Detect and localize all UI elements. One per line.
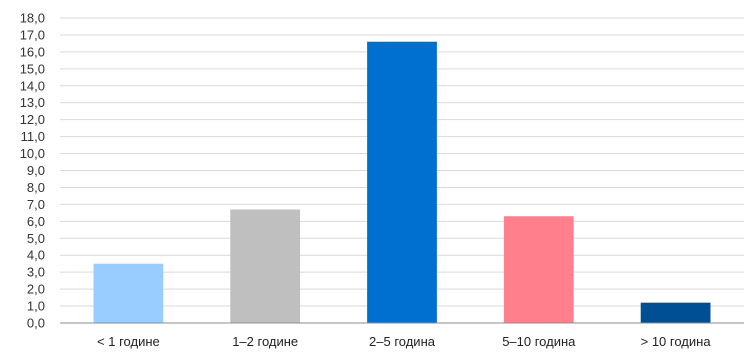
y-tick-label: 8,0: [27, 180, 45, 195]
y-tick-label: 0,0: [27, 316, 45, 331]
y-tick-label: 16,0: [20, 44, 45, 59]
bar: [503, 216, 574, 323]
bar: [367, 41, 437, 323]
y-tick-label: 4,0: [27, 248, 45, 263]
bars: [93, 41, 711, 323]
x-category-label: > 10 година: [641, 334, 712, 349]
y-tick-label: 11,0: [21, 129, 45, 144]
y-tick-label: 1,0: [27, 299, 45, 314]
bar: [640, 302, 711, 323]
bar: [93, 263, 164, 323]
x-axis-category-labels: < 1 године 1–2 године 2–5 година 5–10 годин…: [97, 334, 711, 349]
y-tick-label: 7,0: [27, 197, 45, 212]
y-tick-label: 9,0: [27, 163, 45, 178]
y-tick-label: 5,0: [27, 231, 45, 246]
y-tick-label: 13,0: [20, 95, 45, 110]
y-tick-label: 3,0: [27, 265, 45, 280]
y-tick-label: 15,0: [20, 61, 45, 76]
x-category-label: 1–2 године: [232, 334, 298, 349]
y-tick-label: 10,0: [20, 146, 45, 161]
y-axis-tick-labels: 0,0 1,0 2,0 3,0 4,0 5,0 6,0 7,0 8,0 9,0 10,0 11,0 12…: [20, 11, 45, 331]
y-tick-label: 18,0: [20, 11, 45, 26]
x-category-label: < 1 године: [97, 334, 160, 349]
x-category-label: 5–10 година: [502, 334, 576, 349]
y-tick-label: 12,0: [20, 112, 45, 127]
x-category-label: 2–5 година: [369, 334, 436, 349]
y-tick-label: 2,0: [27, 282, 45, 297]
y-tick-label: 14,0: [20, 78, 45, 93]
y-tick-label: 17,0: [20, 27, 45, 42]
bar: [230, 209, 301, 323]
y-tick-label: 6,0: [27, 214, 45, 229]
